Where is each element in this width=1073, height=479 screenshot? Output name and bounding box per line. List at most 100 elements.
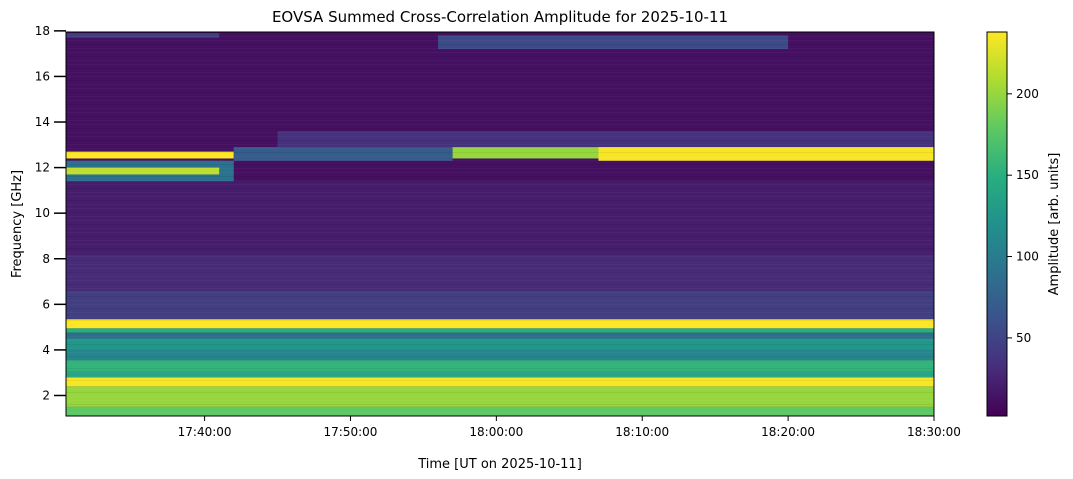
texture-stripe bbox=[66, 308, 934, 309]
heatmap-band bbox=[66, 371, 934, 378]
texture-stripe bbox=[66, 48, 934, 49]
x-tick-label: 17:50:00 bbox=[324, 425, 378, 439]
texture-stripe bbox=[66, 360, 934, 361]
heatmap-band bbox=[66, 332, 934, 339]
colorbar: 50 100 150 200 Amplitude [arb. units] bbox=[986, 31, 1062, 417]
texture-stripe bbox=[66, 64, 934, 65]
texture-stripe bbox=[66, 372, 934, 373]
texture-stripe bbox=[66, 324, 934, 325]
texture-stripe bbox=[66, 92, 934, 93]
texture-stripe bbox=[66, 180, 934, 181]
heatmap-band bbox=[66, 319, 934, 329]
y-axis-label: Frequency [GHz] bbox=[10, 170, 25, 278]
texture-stripe bbox=[66, 116, 934, 117]
texture-stripe bbox=[66, 344, 934, 345]
texture-stripe bbox=[66, 100, 934, 101]
texture-stripe bbox=[66, 404, 934, 405]
texture-stripe bbox=[66, 136, 934, 137]
plot-frame bbox=[65, 31, 935, 417]
texture-stripe bbox=[66, 208, 934, 209]
texture-stripe bbox=[66, 364, 934, 365]
texture-stripe bbox=[66, 124, 934, 125]
texture-stripe bbox=[66, 212, 934, 213]
x-tick-label: 17:40:00 bbox=[178, 425, 232, 439]
texture-stripe bbox=[66, 240, 934, 241]
texture-stripe bbox=[66, 356, 934, 357]
heatmap-band bbox=[438, 35, 789, 50]
texture-stripe bbox=[66, 284, 934, 285]
heatmap-band bbox=[66, 377, 934, 387]
heatmap-band bbox=[66, 349, 934, 361]
y-tick-label: 6 bbox=[42, 297, 50, 311]
heatmap-band bbox=[452, 147, 599, 159]
texture-stripe bbox=[66, 196, 934, 197]
texture-stripe bbox=[66, 328, 934, 329]
heatmap-band bbox=[66, 33, 220, 38]
heatmap-band bbox=[66, 386, 934, 407]
heatmap-band bbox=[277, 131, 934, 148]
heatmap-band bbox=[66, 290, 934, 320]
x-axis: 17:40:00 17:50:00 18:00:00 18:10:00 18:20:00… bbox=[178, 416, 961, 439]
texture-stripe bbox=[66, 144, 934, 145]
x-tick-label: 18:00:00 bbox=[469, 425, 523, 439]
texture-stripe bbox=[66, 256, 934, 257]
colorbar-tick-label: 200 bbox=[1016, 87, 1039, 101]
texture-stripe bbox=[66, 76, 934, 77]
heatmap-band bbox=[66, 406, 934, 416]
heatmap-stripes bbox=[66, 32, 934, 413]
colorbar-label: Amplitude [arb. units] bbox=[1047, 153, 1062, 296]
texture-stripe bbox=[66, 164, 934, 165]
texture-stripe bbox=[66, 288, 934, 289]
x-tick-label: 18:10:00 bbox=[615, 425, 669, 439]
x-tick-label: 18:20:00 bbox=[761, 425, 815, 439]
texture-stripe bbox=[66, 108, 934, 109]
texture-stripe bbox=[66, 376, 934, 377]
y-tick-label: 16 bbox=[35, 69, 50, 83]
texture-stripe bbox=[66, 188, 934, 189]
heatmap-band bbox=[66, 360, 934, 372]
texture-stripe bbox=[66, 68, 934, 69]
texture-stripe bbox=[66, 304, 934, 305]
plot-area bbox=[66, 32, 934, 416]
texture-stripe bbox=[66, 320, 934, 321]
texture-stripe bbox=[66, 44, 934, 45]
texture-stripe bbox=[66, 204, 934, 205]
texture-stripe bbox=[66, 56, 934, 57]
texture-stripe bbox=[66, 384, 934, 385]
texture-stripe bbox=[66, 412, 934, 413]
x-tick-label: 18:30:00 bbox=[907, 425, 961, 439]
texture-stripe bbox=[66, 244, 934, 245]
y-tick-label: 8 bbox=[42, 252, 50, 266]
y-tick-label: 10 bbox=[35, 206, 50, 220]
texture-stripe bbox=[66, 368, 934, 369]
texture-stripe bbox=[66, 84, 934, 85]
texture-stripe bbox=[66, 148, 934, 149]
y-tick-label: 18 bbox=[35, 24, 50, 38]
texture-stripe bbox=[66, 296, 934, 297]
texture-stripe bbox=[66, 396, 934, 397]
texture-stripe bbox=[66, 224, 934, 225]
texture-stripe bbox=[66, 120, 934, 121]
texture-stripe bbox=[66, 156, 934, 157]
texture-stripe bbox=[66, 128, 934, 129]
texture-stripe bbox=[66, 392, 934, 393]
texture-stripe bbox=[66, 140, 934, 141]
texture-stripe bbox=[66, 388, 934, 389]
texture-stripe bbox=[66, 112, 934, 113]
heatmap-band bbox=[66, 151, 234, 159]
texture-stripe bbox=[66, 96, 934, 97]
texture-stripe bbox=[66, 40, 934, 41]
y-axis: 2 4 6 8 10 12 14 16 18 bbox=[35, 24, 66, 402]
heatmap-band bbox=[66, 181, 934, 255]
texture-stripe bbox=[66, 88, 934, 89]
texture-stripe bbox=[66, 380, 934, 381]
texture-stripe bbox=[66, 60, 934, 61]
texture-stripe bbox=[66, 272, 934, 273]
texture-stripe bbox=[66, 172, 934, 173]
y-tick-label: 14 bbox=[35, 115, 50, 129]
heatmap-band bbox=[66, 338, 934, 350]
texture-stripe bbox=[66, 228, 934, 229]
colorbar-gradient bbox=[986, 31, 1008, 417]
heatmap-band bbox=[66, 254, 934, 291]
